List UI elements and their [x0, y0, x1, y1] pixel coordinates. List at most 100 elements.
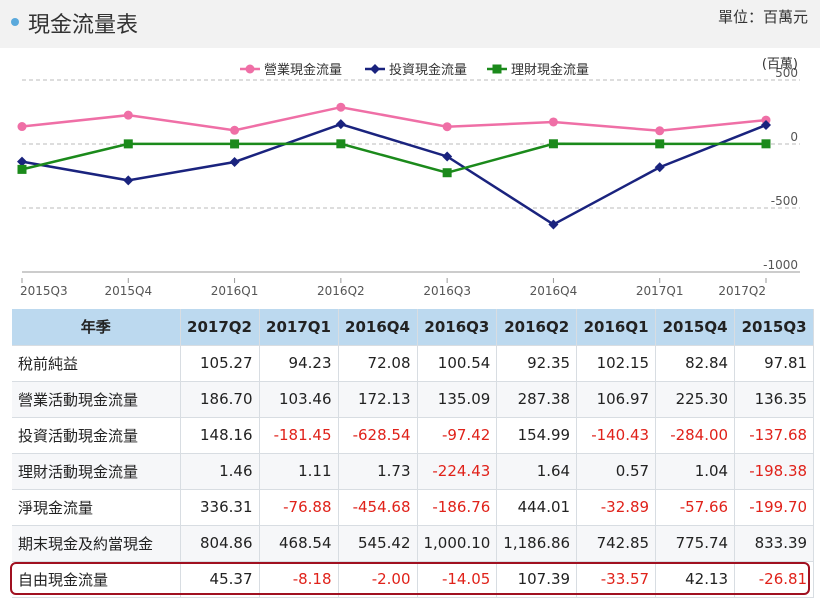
table-cell: 545.42 [338, 525, 418, 562]
table-cell: -198.38 [734, 453, 815, 490]
x-tick-label: 2016Q3 [423, 284, 471, 298]
data-point [442, 151, 453, 162]
table-cell: 106.97 [576, 381, 657, 418]
data-point [761, 120, 771, 131]
table-cell: 100.54 [417, 345, 498, 382]
table-cell: 97.81 [734, 345, 815, 382]
header-bar: 現金流量表 單位：百萬元 [0, 0, 820, 48]
table-cell: 42.13 [655, 561, 736, 598]
data-point [335, 119, 346, 130]
data-point [123, 110, 133, 120]
table-row: 理財活動現金流量 1.46 1.11 1.73 -224.43 1.64 0.57 1.04-… [12, 453, 815, 490]
table-cell: 1.11 [259, 453, 339, 490]
table-cell: -186.76 [417, 489, 498, 526]
page-title: 現金流量表 [28, 13, 139, 38]
data-point [761, 139, 771, 149]
table-cell: -8.18 [259, 561, 339, 598]
column-header: 2016Q3 [417, 309, 498, 346]
row-label: 投資活動現金流量 [12, 417, 181, 454]
bullet-dot-icon [11, 18, 19, 26]
table-row: 投資活動現金流量 148.16 -181.45 -628.54 -97.42 154.99… [12, 417, 815, 454]
column-header: 2017Q1 [259, 309, 339, 346]
table-cell: 72.08 [338, 345, 418, 382]
legend-marker [370, 64, 380, 74]
table-cell: 444.01 [496, 489, 578, 526]
data-point [548, 219, 559, 230]
data-point [123, 175, 134, 186]
table-cell: 833.39 [734, 525, 815, 562]
table-cell: 742.85 [576, 525, 657, 562]
table-cell: -26.81 [734, 561, 815, 598]
data-point [230, 125, 240, 135]
column-header-period: 年季 [12, 309, 181, 346]
row-label: 稅前純益 [12, 345, 181, 382]
table-row: 淨現金流量 336.31 -76.88 -454.68 -186.76 444.01 -32… [12, 489, 815, 526]
table-cell: 94.23 [259, 345, 339, 382]
table-cell: -140.43 [576, 417, 657, 454]
data-point [336, 102, 346, 112]
table-cell: 468.54 [259, 525, 339, 562]
table-cell: -137.68 [734, 417, 815, 454]
data-point [442, 122, 452, 132]
data-point [230, 139, 240, 149]
table-cell: 336.31 [180, 489, 260, 526]
y-tick-label: 0 [790, 130, 798, 144]
data-point [655, 139, 665, 149]
table-cell: 287.38 [496, 381, 578, 418]
data-point [442, 168, 452, 178]
x-tick-label: 2017Q2 [718, 284, 766, 298]
legend-marker [492, 64, 502, 74]
table-cell: -284.00 [655, 417, 736, 454]
table-cell: 172.13 [338, 381, 418, 418]
data-point [17, 164, 27, 174]
data-point [654, 162, 665, 173]
series-line [21, 105, 767, 133]
table-row: 營業活動現金流量 186.70 103.46 172.13 135.09 287.38 10… [12, 381, 815, 418]
table-cell: -97.42 [417, 417, 498, 454]
cash-flow-line-chart: 營業現金流量 投資現金流量 理財現金流量 500 0 -500 -1000 (百萬) 201… [17, 57, 800, 298]
table-cell: 92.35 [496, 345, 578, 382]
row-label: 自由現金流量 [12, 561, 181, 598]
table-cell: 45.37 [180, 561, 260, 598]
y-tick-label: -1000 [763, 258, 798, 272]
table-cell: 1.73 [338, 453, 418, 490]
table-cell: 1,000.10 [417, 525, 498, 562]
table-cell: 135.09 [417, 381, 498, 418]
data-point [548, 117, 558, 127]
table-cell: -33.57 [576, 561, 657, 598]
table-cell: -57.66 [655, 489, 736, 526]
series-line [21, 142, 767, 175]
table-cell: -76.88 [259, 489, 339, 526]
table-cell: -32.89 [576, 489, 657, 526]
table-cell: 1.64 [496, 453, 578, 490]
table-cell: -14.05 [417, 561, 498, 598]
cash-flow-table: 年季 2017Q2 2017Q1 2016Q4 2016Q3 2016Q2 2016Q1 20… [12, 309, 815, 598]
table-cell: 82.84 [655, 345, 736, 382]
table-cell: 804.86 [180, 525, 260, 562]
table-cell: 225.30 [655, 381, 736, 418]
row-label: 期末現金及約當現金 [12, 525, 181, 562]
table-cell: -454.68 [338, 489, 418, 526]
table-cell: 136.35 [734, 381, 815, 418]
table-cell: -181.45 [259, 417, 339, 454]
table-cell: 154.99 [496, 417, 578, 454]
table-cell: -628.54 [338, 417, 418, 454]
table-cell: 102.15 [576, 345, 657, 382]
table-cell: 105.27 [180, 345, 260, 382]
data-point [17, 156, 27, 167]
table-row: 稅前純益 105.27 94.23 72.08 100.54 92.35 102.15 82.… [12, 345, 815, 382]
table-cell: 107.39 [496, 561, 578, 598]
x-tick-label: 2015Q4 [104, 284, 152, 298]
data-point [655, 126, 665, 136]
x-tick-label: 2017Q1 [636, 284, 684, 298]
table-cell: 1,186.86 [496, 525, 578, 562]
table-row: 自由現金流量 45.37 -8.18 -2.00 -14.05 107.39 -33.57 4… [12, 561, 815, 598]
x-tick-label: 2016Q1 [211, 284, 259, 298]
table-cell: 0.57 [576, 453, 657, 490]
y-tick-label: 500 [775, 66, 798, 80]
y-tick-label: -500 [771, 194, 798, 208]
data-point [17, 122, 27, 132]
column-header: 2016Q4 [338, 309, 418, 346]
table-cell: 103.46 [259, 381, 339, 418]
legend-label: 營業現金流量 [264, 62, 342, 78]
